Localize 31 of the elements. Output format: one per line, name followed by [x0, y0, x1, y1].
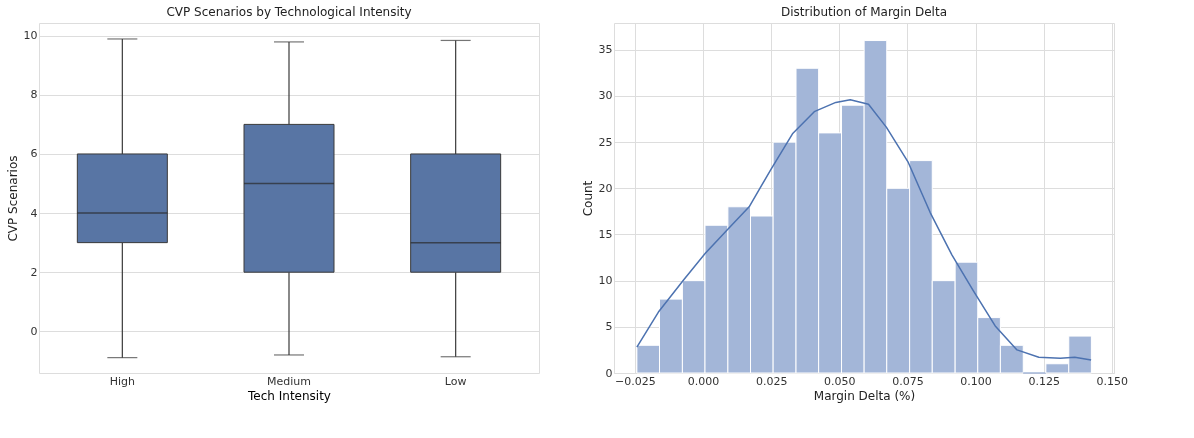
- x-tick-label: Low: [444, 374, 467, 388]
- x-tick-label: 0.125: [1028, 374, 1060, 388]
- y-axis-title: Count: [580, 180, 595, 217]
- y-tick-label: 10: [23, 29, 38, 43]
- y-axis-title: CVP Scenarios: [5, 155, 20, 242]
- y-tick-label: 25: [598, 135, 613, 149]
- x-axis-title: Margin Delta (%): [813, 388, 916, 403]
- x-tick-label: 0.050: [824, 374, 856, 388]
- x-axis-title: Tech Intensity: [247, 388, 331, 403]
- y-tick-label: 6: [30, 147, 38, 161]
- y-tick-label: 5: [605, 320, 613, 334]
- y-tick-label: 0: [30, 324, 38, 338]
- y-tick-label: 4: [30, 206, 38, 220]
- x-tick-label: 0.100: [960, 374, 992, 388]
- x-tick-label: 0.025: [755, 374, 788, 388]
- x-tick-label: Medium: [267, 374, 311, 388]
- y-tick-label: 20: [598, 181, 613, 195]
- x-tick-label: 0.150: [1096, 374, 1129, 388]
- y-tick-label: 2: [30, 265, 38, 279]
- y-tick-label: 15: [598, 227, 613, 241]
- chart-title: CVP Scenarios by Technological Intensity: [166, 5, 412, 19]
- y-tick-label: 10: [598, 274, 613, 288]
- x-tick-label: High: [109, 374, 135, 388]
- x-tick-label: 0.075: [892, 374, 924, 388]
- x-tick-label: 0.000: [687, 374, 720, 388]
- y-tick-label: 0: [605, 366, 613, 380]
- x-tick-label: −0.025: [615, 374, 656, 388]
- y-tick-label: 30: [598, 89, 613, 103]
- chart-title: Distribution of Margin Delta: [780, 5, 948, 19]
- y-tick-label: 35: [598, 43, 613, 57]
- y-tick-label: 8: [30, 88, 38, 102]
